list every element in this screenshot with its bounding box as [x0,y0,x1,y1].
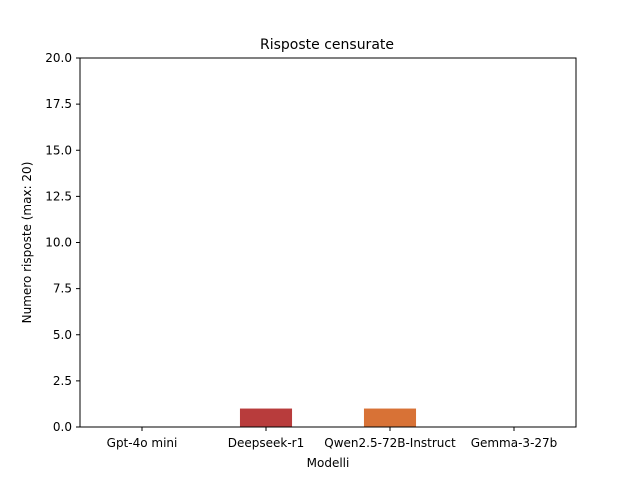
x-tick-label: Deepseek-r1 [228,436,305,450]
bar [239,408,293,427]
x-tick-label: Gemma-3-27b [471,436,558,450]
x-tick-label: Qwen2.5-72B-Instruct [324,436,456,450]
x-axis: Gpt-4o mini Deepseek-r1 Qwen2.5-72B-Instru… [107,427,558,450]
chart-title: Risposte censurate [260,37,394,53]
y-tick-label: 15.0 [45,143,72,157]
x-tick-label: Gpt-4o mini [107,436,178,450]
y-axis-label: Numero risposte (max: 20) [20,162,34,324]
y-tick-label: 10.0 [45,236,72,250]
bars-group [239,408,417,427]
y-tick-label: 5.0 [53,328,72,342]
x-axis-label: Modelli [307,456,350,470]
y-tick-label: 0.0 [53,420,72,434]
y-tick-label: 20.0 [45,51,72,65]
y-tick-label: 17.5 [45,97,72,111]
plot-frame [79,57,577,428]
y-tick-label: 12.5 [45,189,72,203]
y-tick-label: 2.5 [53,374,72,388]
y-axis: 0.0 2.5 5.0 7.5 10.0 12.5 15.0 17.5 20.0 [45,51,80,434]
bar [363,408,417,427]
y-tick-label: 7.5 [53,282,72,296]
